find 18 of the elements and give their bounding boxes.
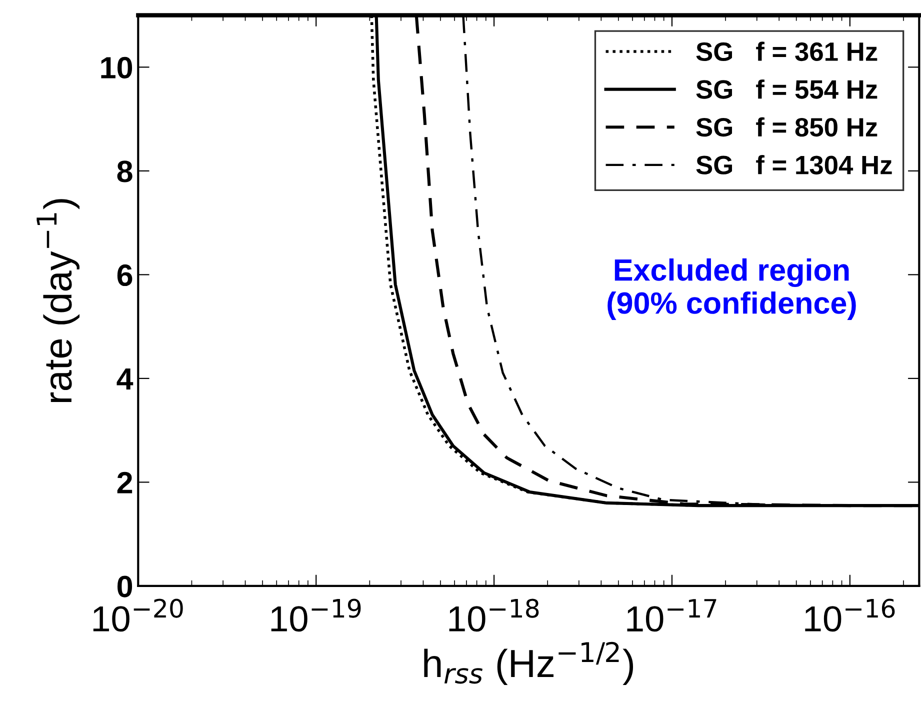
y-tick-label: 0 [118,576,132,598]
y-tick-label: 10 [101,56,132,79]
x-axis-title: h$_{rss}$ (Hz$^{−1/2}$) [424,642,634,685]
x-tick-label: 10$^{−18}$ [449,598,539,632]
x-tick-label: 10$^{−17}$ [627,599,716,632]
y-tick-label: 6 [117,264,132,286]
legend-label: SG f = 1304 Hz [696,155,892,174]
legend-label: SG f = 850 Hz [696,117,878,137]
y-tick-label: 2 [117,472,132,494]
y-axis-title: rate (day$^{−1}$) [36,199,80,402]
x-tick-label: 10$^{−19}$ [271,598,361,632]
x-tick-label: 10$^{−16}$ [805,598,895,632]
x-tick-label: 10$^{−20}$ [93,598,183,632]
legend-label: SG f = 554 Hz [696,79,878,99]
legend-label: SG f = 361 Hz [696,42,878,62]
annotation: Excluded region (90% confidence) [608,258,856,320]
y-tick-label: 4 [116,368,134,390]
y-tick-label: 8 [117,160,132,182]
